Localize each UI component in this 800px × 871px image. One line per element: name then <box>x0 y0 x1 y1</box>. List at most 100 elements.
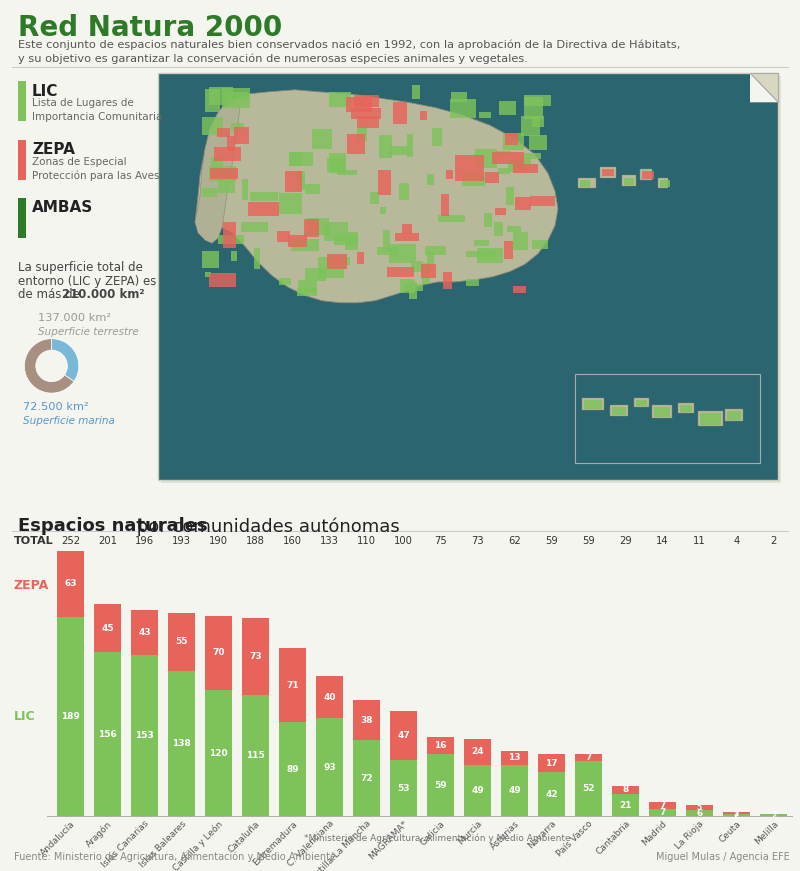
Text: 89: 89 <box>286 765 299 773</box>
Text: *Ministerio de Agricultura, Alimentación y Medio Ambiente: *Ministerio de Agricultura, Alimentación… <box>304 834 570 842</box>
Text: 40: 40 <box>323 692 336 702</box>
FancyBboxPatch shape <box>521 116 540 136</box>
FancyBboxPatch shape <box>312 129 332 149</box>
FancyBboxPatch shape <box>353 740 380 816</box>
FancyBboxPatch shape <box>495 152 511 158</box>
FancyBboxPatch shape <box>575 754 602 761</box>
Text: TOTAL: TOTAL <box>14 536 54 546</box>
FancyBboxPatch shape <box>211 158 223 171</box>
Text: 47: 47 <box>397 731 410 740</box>
FancyBboxPatch shape <box>523 153 541 159</box>
FancyBboxPatch shape <box>357 116 379 128</box>
Text: 55: 55 <box>175 638 188 646</box>
FancyBboxPatch shape <box>289 152 313 166</box>
FancyBboxPatch shape <box>94 604 121 652</box>
FancyBboxPatch shape <box>504 241 513 259</box>
FancyBboxPatch shape <box>288 235 307 247</box>
FancyBboxPatch shape <box>299 176 305 180</box>
Text: 8: 8 <box>622 786 629 794</box>
Text: 2: 2 <box>734 808 739 818</box>
Text: Espacios naturales: Espacios naturales <box>18 517 208 535</box>
FancyBboxPatch shape <box>57 617 84 816</box>
Text: Ceuta: Ceuta <box>718 819 743 844</box>
FancyBboxPatch shape <box>422 262 430 284</box>
FancyBboxPatch shape <box>438 215 465 222</box>
FancyBboxPatch shape <box>575 374 760 463</box>
FancyBboxPatch shape <box>474 240 490 246</box>
FancyBboxPatch shape <box>450 99 476 118</box>
Text: 110: 110 <box>357 536 376 546</box>
FancyBboxPatch shape <box>700 414 721 425</box>
FancyBboxPatch shape <box>305 268 326 280</box>
FancyBboxPatch shape <box>202 251 219 268</box>
FancyBboxPatch shape <box>487 250 496 258</box>
Text: C. Valenciana: C. Valenciana <box>286 819 336 868</box>
FancyBboxPatch shape <box>492 152 524 165</box>
Text: 72.500 km²: 72.500 km² <box>23 402 89 412</box>
FancyBboxPatch shape <box>354 95 379 107</box>
Text: Extremadura: Extremadura <box>251 819 299 867</box>
Text: 73: 73 <box>471 536 484 546</box>
FancyBboxPatch shape <box>450 91 467 102</box>
FancyBboxPatch shape <box>214 147 241 161</box>
FancyBboxPatch shape <box>324 221 348 241</box>
Text: Cantabria: Cantabria <box>594 819 632 857</box>
FancyBboxPatch shape <box>649 801 676 809</box>
Text: Superficie terrestre: Superficie terrestre <box>38 327 138 337</box>
FancyBboxPatch shape <box>686 805 713 810</box>
FancyBboxPatch shape <box>524 97 543 118</box>
Text: 59: 59 <box>434 780 447 790</box>
FancyBboxPatch shape <box>345 232 358 250</box>
FancyBboxPatch shape <box>297 171 305 190</box>
Text: 59: 59 <box>582 536 595 546</box>
FancyBboxPatch shape <box>279 722 306 816</box>
FancyBboxPatch shape <box>242 179 248 199</box>
Text: por comunidades autónomas: por comunidades autónomas <box>131 517 400 536</box>
FancyBboxPatch shape <box>327 253 347 269</box>
FancyBboxPatch shape <box>515 197 531 210</box>
Wedge shape <box>25 339 74 393</box>
FancyBboxPatch shape <box>209 87 233 105</box>
Text: Islas Canarias: Islas Canarias <box>100 819 151 869</box>
FancyBboxPatch shape <box>421 264 436 278</box>
Text: 59: 59 <box>545 536 558 546</box>
Text: 2: 2 <box>734 811 739 820</box>
FancyBboxPatch shape <box>427 252 434 267</box>
Text: 93: 93 <box>323 763 336 772</box>
FancyBboxPatch shape <box>206 90 220 111</box>
Text: 24: 24 <box>471 747 484 757</box>
FancyBboxPatch shape <box>660 179 670 187</box>
Text: 252: 252 <box>61 536 80 546</box>
FancyBboxPatch shape <box>510 161 523 172</box>
FancyBboxPatch shape <box>346 133 365 154</box>
Text: 6: 6 <box>696 808 702 818</box>
FancyBboxPatch shape <box>505 133 518 145</box>
FancyBboxPatch shape <box>202 117 223 135</box>
Text: Miguel Mulas / Agencia EFE: Miguel Mulas / Agencia EFE <box>656 852 790 861</box>
FancyBboxPatch shape <box>394 233 419 240</box>
FancyBboxPatch shape <box>307 219 329 234</box>
Text: 52: 52 <box>582 785 594 793</box>
FancyBboxPatch shape <box>217 128 230 137</box>
Text: 133: 133 <box>320 536 339 546</box>
FancyBboxPatch shape <box>298 280 318 294</box>
Text: 196: 196 <box>135 536 154 546</box>
FancyBboxPatch shape <box>427 174 434 185</box>
FancyBboxPatch shape <box>205 616 232 690</box>
FancyBboxPatch shape <box>250 192 278 201</box>
Text: 189: 189 <box>61 712 80 721</box>
FancyBboxPatch shape <box>484 213 492 227</box>
FancyBboxPatch shape <box>57 550 84 617</box>
FancyBboxPatch shape <box>223 222 236 247</box>
FancyBboxPatch shape <box>234 127 249 144</box>
FancyBboxPatch shape <box>760 814 787 816</box>
Text: Murcia: Murcia <box>456 819 484 847</box>
FancyBboxPatch shape <box>680 405 692 413</box>
Text: Melilla: Melilla <box>753 819 780 847</box>
FancyBboxPatch shape <box>495 208 506 215</box>
FancyBboxPatch shape <box>131 655 158 816</box>
FancyBboxPatch shape <box>501 765 528 816</box>
FancyBboxPatch shape <box>642 172 654 179</box>
FancyBboxPatch shape <box>610 405 628 415</box>
FancyBboxPatch shape <box>584 400 602 409</box>
